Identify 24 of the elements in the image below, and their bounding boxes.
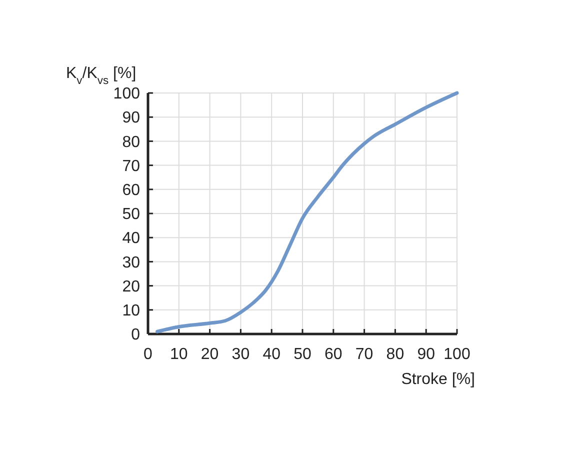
x-tick-label: 100 [444,346,470,363]
y-tick-label: 60 [122,182,140,199]
x-axis-title: Stroke [%] [401,371,475,388]
x-tick-label: 80 [386,346,404,363]
x-tick-label: 30 [232,346,250,363]
y-tick-label: 100 [113,86,140,103]
x-tick-label: 60 [324,346,342,363]
x-tick-label: 10 [170,346,188,363]
x-tick-label: 50 [294,346,312,363]
x-tick-label: 90 [417,346,436,363]
x-tick-label: 0 [144,346,153,363]
y-tick-label: 10 [122,302,140,320]
x-tick-label: 70 [355,346,374,363]
x-tick-label: 40 [262,346,281,363]
y-tick-label: 30 [122,254,140,272]
y-tick-label: 70 [122,158,140,175]
y-axis-title: K$_{v}$/K$_{vs}$ [%] [66,65,136,87]
x-tick-label: 20 [200,346,219,363]
y-tick-label: 90 [122,110,140,127]
y-tick-label: 0 [131,326,140,344]
y-tick-label: 20 [122,278,140,296]
y-tick-label: 80 [122,134,140,151]
y-tick-label: 40 [122,230,140,248]
y-tick-label: 50 [122,206,140,224]
